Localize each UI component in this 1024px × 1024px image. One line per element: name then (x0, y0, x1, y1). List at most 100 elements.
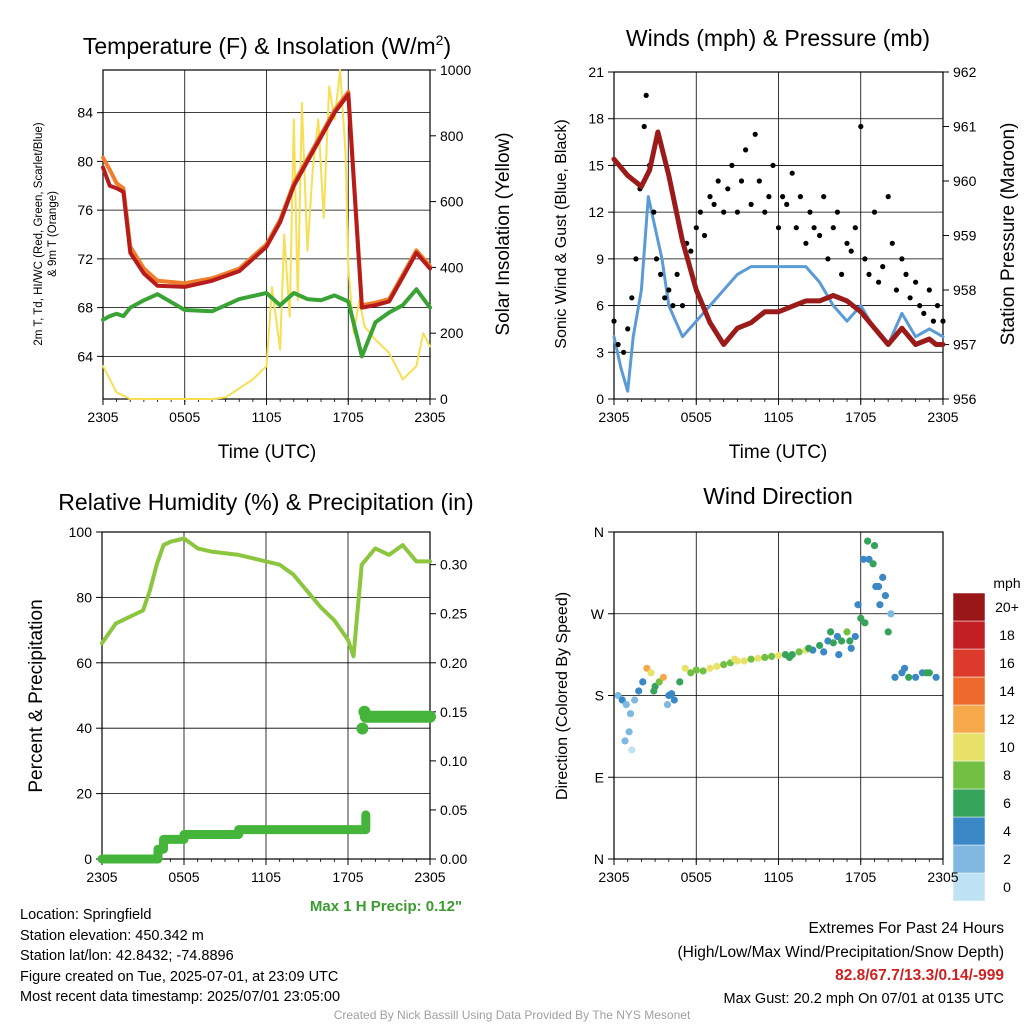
direction-point (864, 537, 872, 545)
location-text: Location: Springfield (20, 907, 152, 923)
direction-point (827, 628, 835, 636)
temperature-y-tick-label: 72 (77, 251, 93, 267)
gust-point (858, 123, 864, 130)
gust-point (743, 147, 749, 153)
direction-point (628, 746, 636, 754)
direction-point (659, 673, 668, 681)
gust-point (693, 225, 699, 231)
direction-point (713, 662, 721, 671)
relative-humidity-line (100, 536, 432, 659)
gust-point (641, 123, 647, 130)
colorbar-label: 20+ (995, 599, 1019, 615)
direction-y-tick-label: N (594, 851, 604, 867)
winds-y2-tick-label: 962 (953, 64, 977, 80)
gust-point (839, 271, 845, 277)
gust-point (876, 279, 882, 285)
gust-point (784, 201, 790, 207)
direction-point (922, 669, 931, 677)
gust-point (748, 201, 754, 207)
direction-point (668, 690, 676, 698)
gust-point (674, 271, 680, 277)
direction-point (795, 648, 803, 656)
direction-point (647, 669, 655, 677)
gust-point (643, 92, 649, 98)
gust-point (780, 194, 786, 200)
winds-y2-tick-label: 960 (953, 173, 977, 189)
direction-point (670, 696, 678, 704)
winds-x-tick-label: 2305 (598, 409, 629, 425)
colorbar-label: 6 (1003, 795, 1011, 811)
humidity-x-tick-label: 0505 (168, 869, 199, 885)
temperature-y-tick-label: 76 (77, 202, 93, 218)
gust-point (762, 209, 768, 215)
colorbar-label: 8 (1003, 767, 1011, 783)
winds-x-tick-label: 0505 (681, 409, 712, 425)
direction-point (872, 582, 880, 591)
winds-y-tick-label: 18 (588, 111, 604, 127)
gust-point (662, 295, 668, 301)
direction-point (876, 601, 884, 609)
direction-y-tick-label: E (595, 769, 604, 785)
direction-point (761, 653, 769, 662)
gust-point (817, 232, 823, 239)
temperature-y2-tick-label: 800 (440, 128, 464, 144)
direction-point (631, 696, 639, 704)
direction-point (663, 701, 672, 709)
direction-y-tick-label: N (594, 524, 604, 540)
recent-data-text: Most recent data timestamp: 2025/07/01 2… (20, 989, 341, 1005)
gust-point (921, 310, 927, 316)
humidity-y2-tick-label: 0.15 (440, 704, 467, 720)
gust-point (611, 318, 617, 324)
winds-y-tick-label: 3 (596, 344, 604, 360)
winds-panel: Winds (mph) & Pressure (mb) Time (UTC) S… (553, 25, 1019, 463)
humidity-y2-tick-label: 0.20 (440, 655, 467, 671)
direction-point (912, 673, 920, 681)
temperature-y2-tick-label: 0 (440, 391, 448, 407)
direction-point (901, 664, 909, 672)
winds-frame: 2305 0505 1105 1705 2305 0 3 6 9 12 15 18 21 956 957 95… (588, 64, 976, 425)
winds-y2-tick-label: 959 (953, 228, 977, 244)
direction-point (676, 678, 684, 686)
direction-point (905, 673, 913, 681)
gust-point (907, 295, 913, 301)
direction-y-tick-label: W (591, 606, 605, 622)
gust-point (697, 209, 704, 215)
direction-point (884, 628, 892, 636)
gust-point (633, 256, 639, 262)
speed-colorbar: mph 0 2 4 6 8 10 12 14 16 18 20+ (952, 575, 1021, 902)
colorbar-label: 12 (999, 711, 1015, 727)
temperature-title: Temperature (F) & Insolation (W/m2) (83, 32, 451, 59)
winds-y2-tick-label: 956 (953, 391, 977, 407)
humidity-x-tick-label: 2305 (414, 869, 445, 885)
direction-frame: 2305 0505 1105 1705 2305 N E S W N (591, 524, 959, 885)
gust-point (653, 256, 660, 262)
winds-y-tick-label: 12 (588, 204, 604, 220)
temperature-y-tick-label: 64 (77, 348, 93, 364)
direction-point (622, 701, 630, 709)
direction-point (861, 619, 869, 627)
credit-text: Created By Nick Bassill Using Data Provi… (334, 1008, 691, 1022)
gust-point (934, 303, 941, 309)
temperature-y2-tick-label: 1000 (440, 62, 471, 78)
gust-point (729, 162, 735, 168)
humidity-y-tick-label: 100 (69, 524, 93, 540)
winds-y2-tick-label: 958 (953, 282, 977, 298)
colorbar-swatch (952, 872, 986, 902)
colorbar-swatch (952, 592, 986, 622)
colorbar-swatch (952, 676, 986, 706)
direction-point (635, 687, 643, 695)
direction-point (847, 644, 855, 652)
gust-point (917, 303, 923, 309)
direction-point (879, 573, 887, 582)
direction-point (692, 666, 700, 674)
gust-point (621, 349, 627, 355)
direction-point (650, 687, 658, 695)
gust-point (899, 256, 905, 262)
extremes-title: Extremes For Past 24 Hours (808, 920, 1004, 937)
gust-point (848, 248, 854, 254)
elevation-text: Station elevation: 450.342 m (20, 927, 204, 944)
temp-line (101, 92, 432, 310)
direction-point (932, 673, 940, 681)
direction-point (851, 632, 859, 641)
direction-point (785, 653, 794, 662)
